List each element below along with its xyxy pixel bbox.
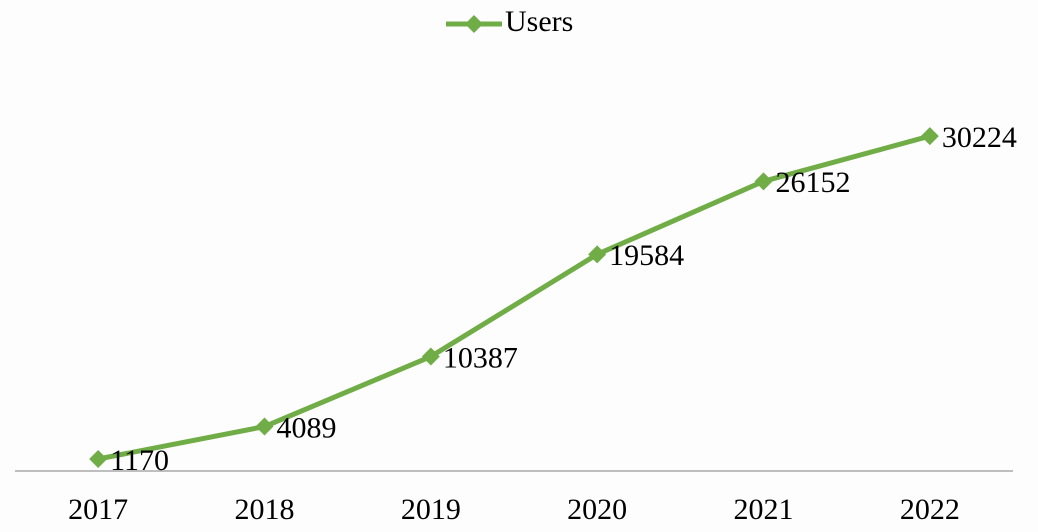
x-tick-label: 2018 xyxy=(235,493,295,526)
x-tick-label: 2020 xyxy=(567,493,627,526)
x-tick-label: 2022 xyxy=(900,493,960,526)
data-point xyxy=(421,347,440,366)
data-point xyxy=(754,172,773,191)
data-point xyxy=(255,417,274,436)
data-label: 26152 xyxy=(776,166,851,199)
x-tick-label: 2019 xyxy=(401,493,461,526)
x-tick-label: 2017 xyxy=(68,493,128,526)
series-line xyxy=(97,133,931,462)
legend-marker xyxy=(465,15,483,33)
data-label: 4089 xyxy=(277,411,337,444)
data-point xyxy=(920,127,939,146)
data-point xyxy=(588,245,607,264)
data-label: 30224 xyxy=(942,121,1017,154)
data-label: 19584 xyxy=(609,239,684,272)
x-tick-label: 2021 xyxy=(734,493,794,526)
legend-label: Users xyxy=(505,5,573,38)
data-label: 10387 xyxy=(443,341,518,374)
data-label: 1170 xyxy=(110,444,169,477)
data-point xyxy=(89,449,108,468)
